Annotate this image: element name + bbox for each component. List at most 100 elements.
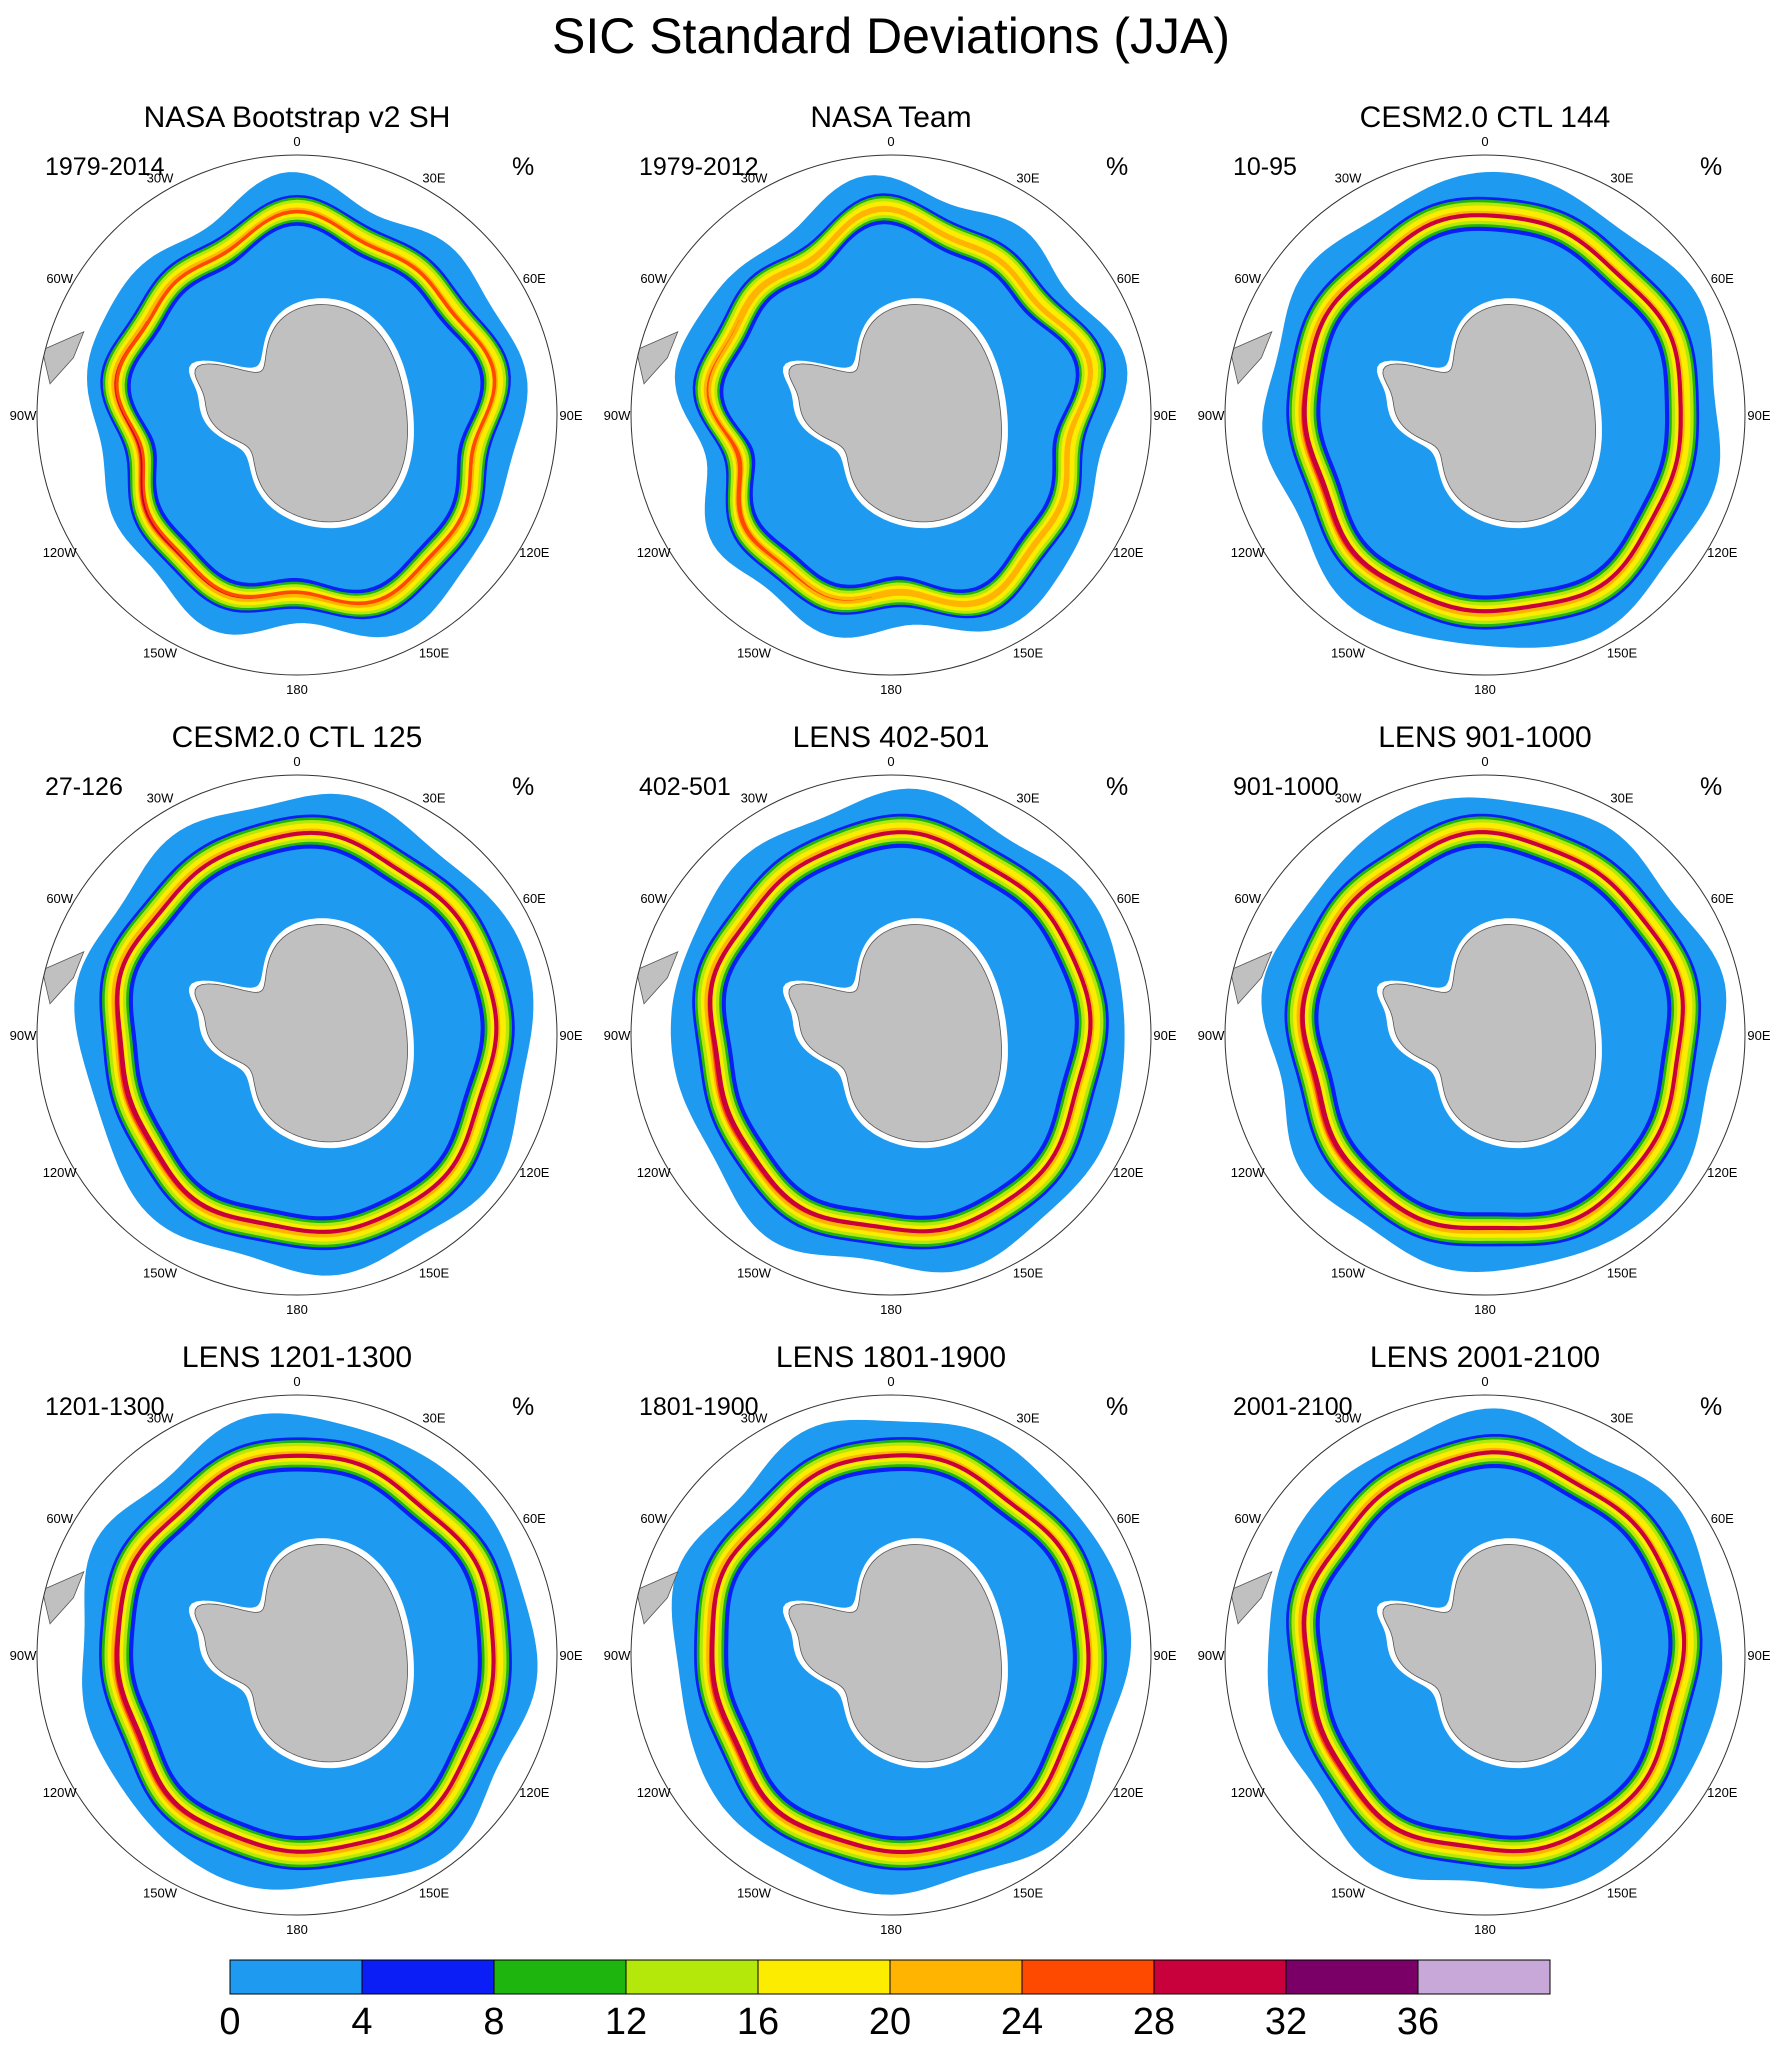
longitude-label: 180 (880, 1922, 902, 1937)
antarctica-land (788, 304, 1002, 523)
longitude-label: 30W (741, 1411, 768, 1426)
longitude-label: 150E (419, 1885, 450, 1900)
longitude-label: 90W (10, 1648, 37, 1663)
longitude-label: 60W (640, 1511, 667, 1526)
antarctica-land (194, 1544, 408, 1763)
south-america-land (1229, 951, 1273, 1005)
panel-title: CESM2.0 CTL 144 (1359, 101, 1611, 134)
longitude-label: 150W (143, 645, 178, 660)
longitude-label: 150E (1013, 1885, 1044, 1900)
longitude-label: 90E (1153, 1648, 1176, 1663)
longitude-label: 60E (523, 1511, 546, 1526)
longitude-label: 150E (1013, 645, 1044, 660)
south-america-land (635, 1571, 679, 1625)
longitude-label: 60W (640, 891, 667, 906)
longitude-label: 60E (1117, 1511, 1140, 1526)
longitude-label: 30E (1016, 1411, 1039, 1426)
longitude-label: 90W (604, 1028, 631, 1043)
panel-title: LENS 1801-1900 (775, 1341, 1007, 1374)
longitude-label: 120E (1707, 545, 1738, 560)
longitude-label: 150W (737, 645, 772, 660)
panel-period-label: 2001-2100 (1233, 1393, 1353, 1421)
longitude-label: 120W (637, 545, 672, 560)
longitude-label: 90W (10, 408, 37, 423)
longitude-label: 30W (741, 791, 768, 806)
colorbar-swatch (1153, 1959, 1287, 1995)
longitude-label: 120W (1231, 1165, 1266, 1180)
map-panel: 0 30E 60E 90E 120E 150E 180 150W 120W 90W 60W 30W LE… (1188, 710, 1782, 1330)
panel-title: LENS 2001-2100 (1369, 1341, 1601, 1374)
panel-period-label: 1801-1900 (639, 1393, 759, 1421)
longitude-label: 90E (1747, 1028, 1770, 1043)
longitude-label: 0 (1481, 754, 1488, 769)
panel-period-label: 1201-1300 (45, 1393, 165, 1421)
longitude-label: 150W (143, 1265, 178, 1280)
longitude-label: 150E (419, 1265, 450, 1280)
longitude-label: 120W (1231, 1785, 1266, 1800)
longitude-label: 120E (1707, 1165, 1738, 1180)
map-boundary (36, 1394, 558, 1916)
longitude-label: 90E (1153, 408, 1176, 423)
longitude-label: 120W (43, 545, 78, 560)
longitude-label: 60E (1711, 271, 1734, 286)
panel-title: LENS 901-1000 (1378, 721, 1592, 754)
longitude-label: 0 (1481, 1374, 1488, 1389)
longitude-label: 30W (741, 171, 768, 186)
longitude-label: 120W (43, 1785, 78, 1800)
longitude-label: 120W (1231, 545, 1266, 560)
map-boundary (1224, 774, 1746, 1296)
colorbar-swatch (229, 1959, 363, 1995)
longitude-label: 180 (1474, 1922, 1496, 1937)
south-america-land (1229, 1571, 1273, 1625)
longitude-label: 180 (286, 682, 308, 697)
panel-period-label: 27-126 (45, 773, 123, 801)
polar-map: 0 30E 60E 90E 120E 150E 180 150W 120W 90W 60W 30W (604, 754, 1177, 1317)
map-boundary (1224, 154, 1746, 676)
polar-map: 0 30E 60E 90E 120E 150E 180 150W 120W 90W 60W 30W (1198, 754, 1771, 1317)
panel-period-label: 901-1000 (1233, 773, 1339, 801)
polar-map: 0 30E 60E 90E 120E 150E 180 150W 120W 90W 60W 30W (604, 1374, 1177, 1937)
longitude-label: 150E (1607, 1265, 1638, 1280)
panel-unit-label: % (1700, 773, 1723, 801)
longitude-label: 60E (523, 891, 546, 906)
longitude-label: 30W (147, 791, 174, 806)
longitude-label: 180 (880, 1302, 902, 1317)
longitude-label: 0 (887, 1374, 894, 1389)
colorbar-graphic: 0 4 8 12 16 20 24 28 32 36 (219, 1959, 1551, 2043)
longitude-label: 30E (422, 171, 445, 186)
colorbar-tick-label: 4 (351, 2001, 372, 2043)
colorbar-tick-label: 32 (1265, 2001, 1307, 2043)
panel-unit-label: % (1700, 153, 1723, 181)
longitude-label: 150W (1331, 645, 1366, 660)
longitude-label: 0 (293, 1374, 300, 1389)
longitude-label: 180 (286, 1302, 308, 1317)
longitude-label: 30E (1610, 791, 1633, 806)
longitude-label: 30E (1016, 171, 1039, 186)
colorbar-tick-label: 12 (605, 2001, 647, 2043)
colorbar-swatch (625, 1959, 759, 1995)
longitude-label: 60E (1711, 1511, 1734, 1526)
map-boundary (1224, 1394, 1746, 1916)
longitude-label: 120W (637, 1785, 672, 1800)
map-boundary (630, 774, 1152, 1296)
colorbar-swatch (493, 1959, 627, 1995)
longitude-label: 120W (43, 1165, 78, 1180)
polar-map: 0 30E 60E 90E 120E 150E 180 150W 120W 90W 60W 30W (10, 134, 583, 697)
longitude-label: 90W (1198, 1648, 1225, 1663)
map-panel: 0 30E 60E 90E 120E 150E 180 150W 120W 90W 60W 30W LE… (0, 1330, 594, 1950)
colorbar-swatch (1417, 1959, 1551, 1995)
panel-unit-label: % (1106, 1393, 1129, 1421)
colorbar-swatch (1021, 1959, 1155, 1995)
longitude-label: 180 (1474, 682, 1496, 697)
longitude-label: 0 (887, 134, 894, 149)
longitude-label: 120W (637, 1165, 672, 1180)
longitude-label: 0 (293, 754, 300, 769)
south-america-land (41, 1571, 85, 1625)
panel-unit-label: % (1106, 773, 1129, 801)
longitude-label: 150W (1331, 1885, 1366, 1900)
panel-unit-label: % (1700, 1393, 1723, 1421)
longitude-label: 150W (737, 1265, 772, 1280)
longitude-label: 60W (1234, 891, 1261, 906)
colorbar-swatch (889, 1959, 1023, 1995)
longitude-label: 0 (887, 754, 894, 769)
